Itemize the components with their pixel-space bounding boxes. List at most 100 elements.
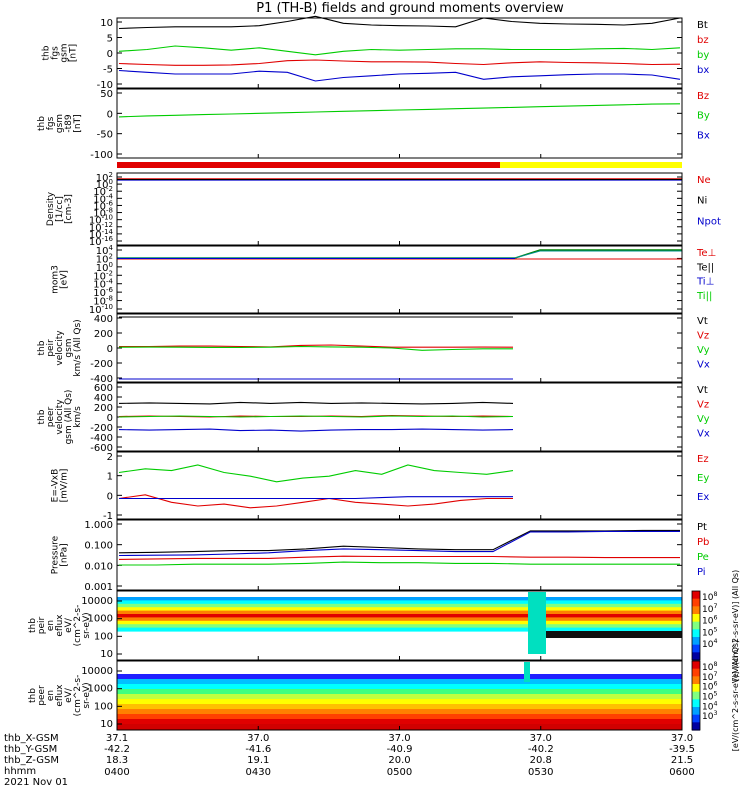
colorbar-segment [692, 614, 700, 623]
panel-peir_spectrogram: thb peir en eflux eV/(cm^2-s-sr-eV)108107106… [28, 570, 740, 681]
series-bz [118, 59, 681, 66]
y-tick-label: 1000 [88, 614, 113, 625]
series-Ez [118, 494, 513, 509]
y-tick-label: 10-10 [89, 214, 113, 227]
panel-peer_velocity: thb peer velocity gsm (All Qs) km/s Vt Vz Vy Vx 6… [37, 382, 710, 454]
x-tick-label: 0430 [246, 767, 271, 778]
panel-temperature: mom3 [eV]Te⊥Te||Ti⊥Ti||10410210010-210-41… [51, 244, 717, 316]
y-axis-label: velocity [55, 330, 65, 366]
x-tick-label: 37.0 [530, 733, 552, 744]
y-tick-label: 1 [107, 472, 113, 483]
x-tick-label: -39.5 [669, 744, 695, 755]
y-tick-label: 10-12 [89, 221, 113, 234]
colorbar-label: 108 [702, 661, 717, 673]
legend-entry: Pe [697, 552, 709, 563]
spectrogram-band [117, 627, 682, 632]
colorbar-segment [692, 629, 700, 638]
spectrogram-band [117, 597, 682, 601]
spectrogram-band [117, 607, 682, 612]
x-tick-label: 37.0 [671, 733, 693, 744]
y-tick-label: 10000 [81, 666, 113, 677]
series-Bt [118, 15, 681, 30]
x-tick-label: 0600 [669, 767, 694, 778]
panel-e_field: E=-VxB [mV/m] Ez Ey Ex 2 1 0 -1 [51, 451, 709, 522]
legend-entry: Ni [697, 196, 707, 207]
y-axis-label: peer [46, 406, 56, 427]
series-Pe [119, 561, 680, 566]
legend-entry: Te|| [696, 262, 714, 273]
spectrogram-band [117, 699, 682, 705]
legend-entry: Bx [697, 130, 710, 141]
y-axis-label: Pressure [51, 535, 61, 574]
colorbar-segment [692, 606, 700, 615]
colorbar-segment [692, 676, 700, 685]
legend-entry: Ey [697, 473, 709, 484]
y-axis-label: sr-eV) [82, 682, 92, 708]
y-axis-label: [mV/m] [60, 469, 70, 503]
colorbar-title: [eV/(cm^2-s-sr-eV)] (All Qs) [731, 640, 740, 751]
y-axis-label: mom3 [51, 265, 61, 294]
colorbar-segment [692, 699, 700, 708]
colorbar-label: 105 [702, 626, 717, 638]
legend-entry: Vt [697, 316, 708, 327]
y-axis-label: gsm [64, 338, 74, 357]
colorbar-label: 103 [702, 710, 717, 722]
series-Vz [119, 344, 514, 348]
y-tick-label: 200 [94, 329, 113, 340]
y-tick-label: 10 [100, 719, 113, 730]
panel-peer_spectrogram: thb peer en eflux eV/(cm^2-s-sr-eV) 108107106… [28, 640, 740, 751]
y-tick-label: 400 [94, 393, 113, 404]
y-tick-label: 1000 [88, 684, 113, 695]
spectrogram-band [117, 704, 682, 710]
y-tick-label: -10 [97, 80, 113, 91]
colorbar-label: 107 [702, 671, 717, 683]
y-axis-label: velocity [55, 399, 65, 435]
y-tick-label: 10-6 [93, 199, 113, 212]
series-Pt [118, 529, 680, 554]
y-axis-label: gsm [60, 43, 70, 62]
spectrogram-band [528, 592, 546, 654]
x-axis-row-label: thb_Y-GSM [4, 744, 57, 755]
y-axis-label: thb [28, 618, 38, 633]
y-tick-label: 102 [96, 171, 113, 184]
colorbar-segment [692, 714, 700, 723]
panel-density: Density [1/cc] [cm-3]NeNiNpot10210010-210-… [46, 171, 721, 248]
y-tick-label: -200 [90, 423, 113, 434]
spectrogram-band [524, 662, 530, 682]
y-axis-label: thb [42, 45, 52, 60]
spectrogram-band [117, 689, 682, 695]
y-tick-label: 10-8 [93, 295, 113, 308]
legend-entry: Vz [697, 400, 709, 411]
y-tick-label: -5 [103, 65, 113, 76]
spectrogram-band [117, 679, 682, 685]
y-axis-label: eV/ [64, 687, 74, 703]
y-axis-label: thb [37, 340, 47, 355]
y-axis-label: [nT] [69, 44, 79, 62]
spectrogram-band [117, 620, 682, 625]
legend-entry: Vz [697, 331, 709, 342]
y-tick-label: -600 [90, 443, 113, 454]
y-tick-label: -50 [97, 130, 113, 141]
y-tick-label: 10-14 [89, 228, 114, 241]
x-tick-label: 0530 [528, 767, 553, 778]
x-tick-label: 21.5 [671, 755, 693, 766]
y-tick-label: 0.001 [84, 582, 113, 593]
y-tick-label: 0.100 [84, 541, 113, 552]
colorbar-label: 108 [702, 591, 717, 603]
legend-entry: Vy [697, 414, 710, 425]
colorbar-segment [692, 644, 700, 653]
y-axis-label: [eV] [60, 270, 70, 289]
legend-entry: bx [697, 65, 709, 76]
x-tick-label: -40.9 [387, 744, 413, 755]
y-tick-label: 100 [96, 178, 113, 191]
y-axis-label: fgs [46, 116, 56, 130]
series-Pi [118, 530, 680, 557]
colorbar-segment [692, 691, 700, 700]
y-axis-label: eV/ [64, 617, 74, 633]
legend-entry: Ti⊥ [696, 277, 714, 288]
y-tick-label: 0.010 [84, 561, 113, 572]
series-Ex [119, 496, 513, 500]
x-tick-label: 37.0 [388, 733, 410, 744]
